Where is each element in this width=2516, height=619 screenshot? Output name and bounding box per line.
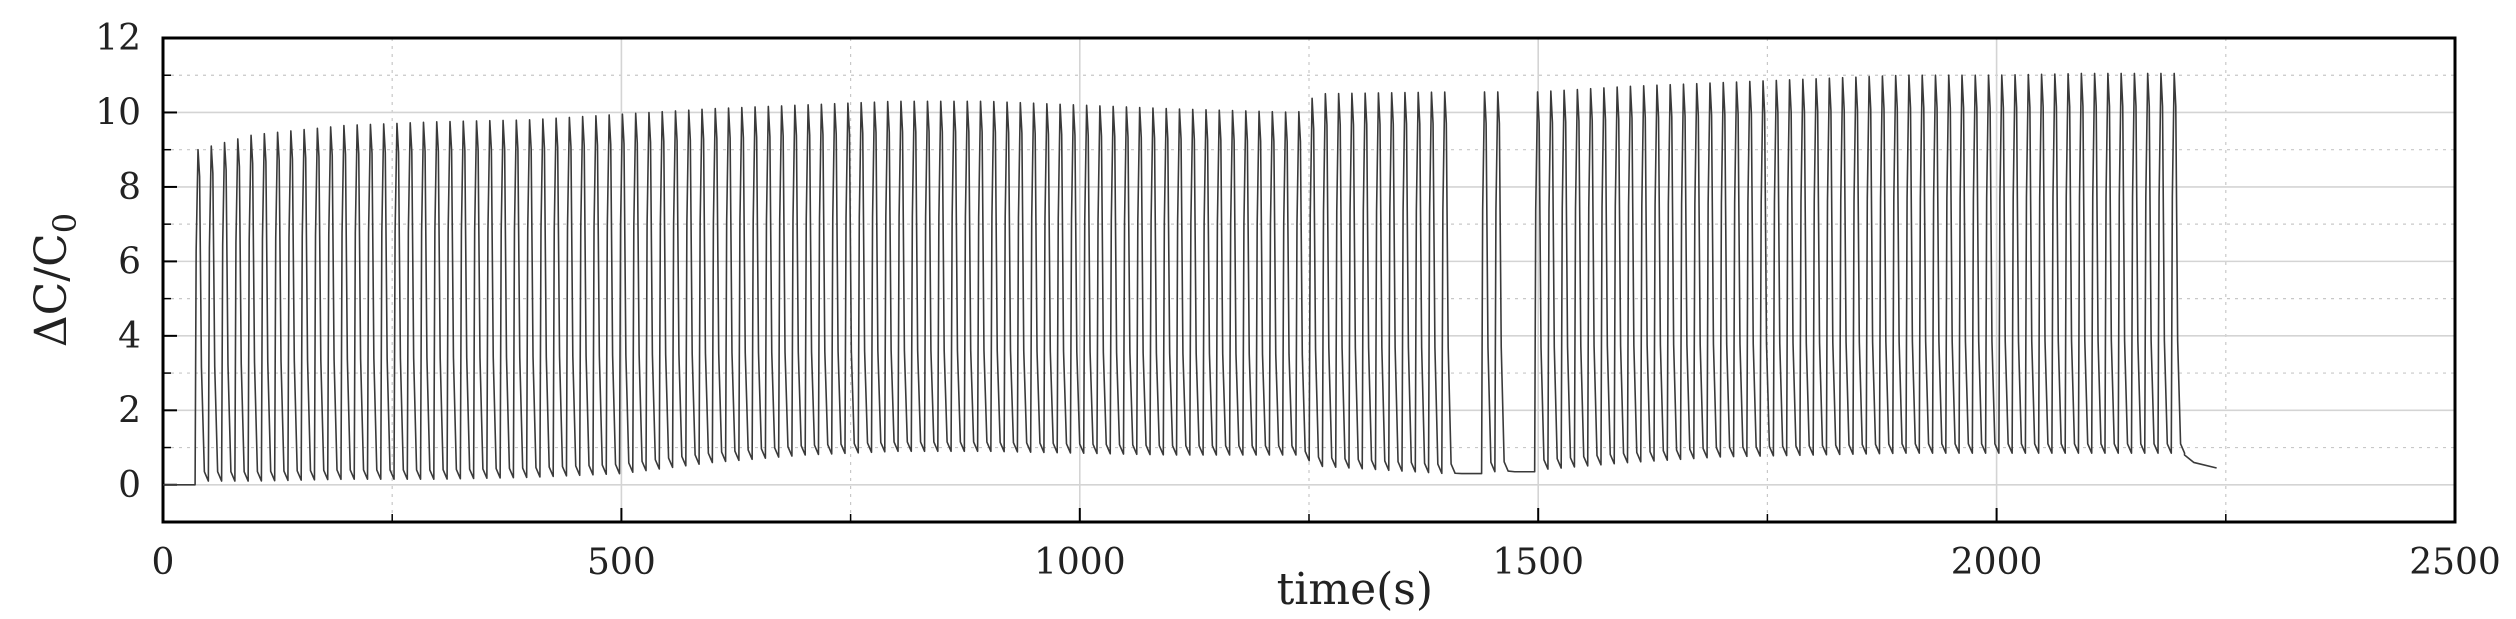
x-tick-label: 1500 [1492, 542, 1584, 583]
x-tick-label: 2500 [2409, 542, 2501, 583]
y-tick-label: 4 [118, 316, 141, 357]
y-axis-label: ΔC/C0 [26, 213, 84, 347]
y-tick-label: 0 [118, 465, 141, 506]
y-tick-label: 10 [95, 92, 141, 133]
y-tick-label: 12 [95, 18, 141, 59]
x-tick-label: 1000 [1034, 542, 1126, 583]
y-axis-label-subscript: 0 [46, 213, 84, 233]
y-axis-label-main: ΔC/C [26, 233, 77, 347]
x-tick-label: 2000 [1951, 542, 2043, 583]
x-axis-label: time(s) [1277, 564, 1433, 614]
y-tick-label: 2 [118, 390, 141, 431]
tick-labels: 0 500 1000 1500 2000 2500 0 2 4 6 8 10 12 [95, 18, 2501, 583]
series-line [163, 72, 2217, 486]
y-tick-label: 6 [118, 241, 141, 282]
y-tick-label: 8 [118, 167, 141, 208]
x-tick-label: 0 [152, 542, 175, 583]
axis-ticks [162, 37, 2456, 522]
x-tick-label: 500 [587, 542, 656, 583]
